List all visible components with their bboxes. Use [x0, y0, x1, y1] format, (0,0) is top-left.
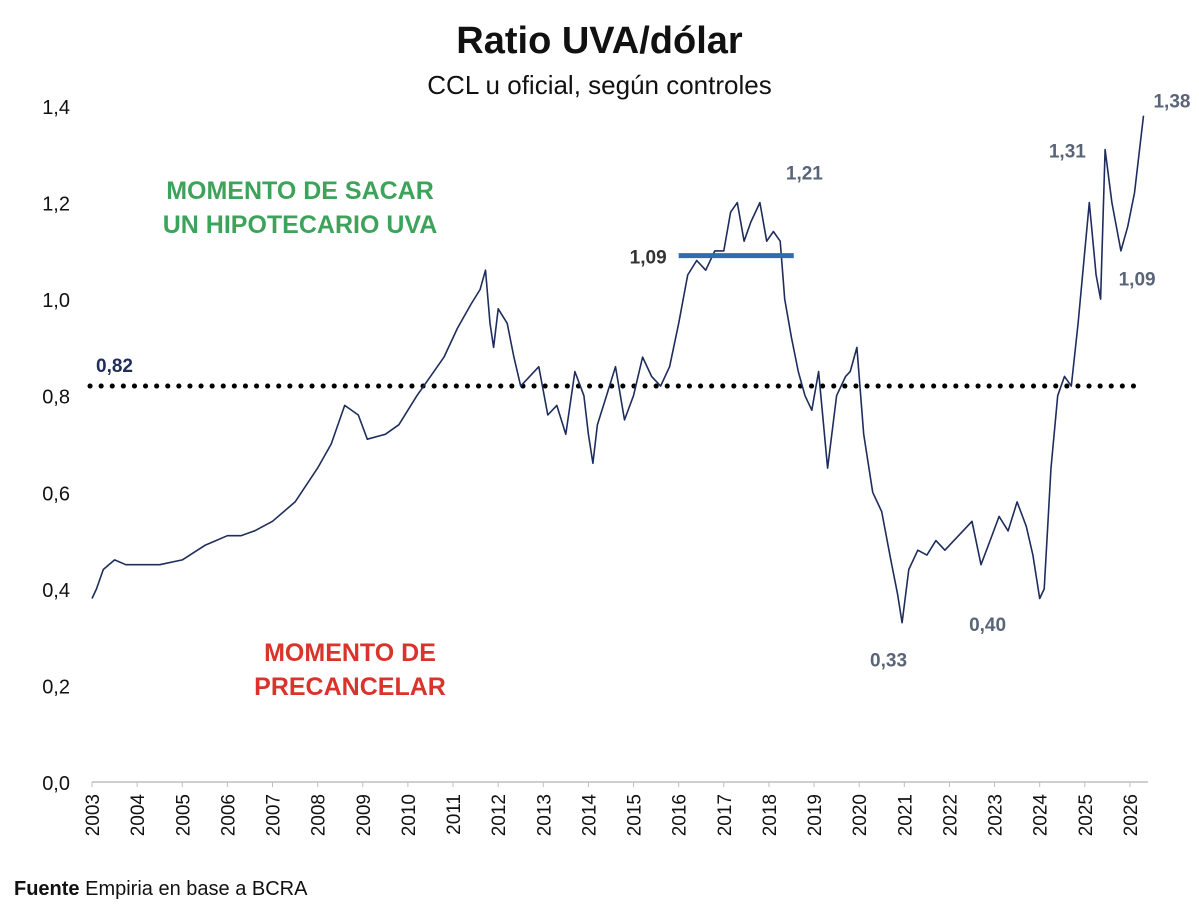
x-tick-label: 2003: [83, 794, 104, 836]
x-tick-label: 2012: [489, 794, 510, 836]
y-tick-label: 0,0: [42, 773, 70, 795]
x-tick-label: 2023: [986, 794, 1007, 836]
prepay-zone-annotation: MOMENTO DE PRECANCELAR: [200, 636, 500, 704]
prepay-zone-line-2: PRECANCELAR: [254, 673, 446, 701]
buy-zone-line-2: UN HIPOTECARIO UVA: [162, 211, 438, 239]
x-tick-label: 2025: [1076, 794, 1097, 836]
x-tick-label: 2022: [940, 794, 961, 836]
y-tick-label: 0,8: [42, 387, 70, 409]
buy-zone-line-1: MOMENTO DE SACAR: [166, 177, 434, 205]
x-tick-label: 2009: [354, 794, 375, 836]
source-text: Empiria en base a BCRA: [79, 878, 308, 900]
x-tick-label: 2014: [579, 794, 600, 837]
point-label: 1,09: [630, 248, 667, 269]
chart-title: Ratio UVA/dólar: [456, 20, 743, 62]
x-tick-label: 2004: [128, 794, 149, 837]
x-tick-label: 2015: [625, 794, 646, 836]
x-tick-label: 2013: [534, 794, 555, 836]
y-tick-label: 1,4: [42, 97, 70, 119]
point-label: 0,33: [870, 651, 907, 672]
x-tick-label: 2026: [1121, 794, 1142, 836]
series-line: [91, 115, 1145, 624]
prepay-zone-line-1: MOMENTO DE: [264, 639, 436, 667]
y-tick-label: 0,6: [42, 483, 70, 505]
y-tick-label: 0,4: [42, 580, 70, 602]
x-tick-label: 2011: [444, 794, 465, 835]
y-tick-label: 1,0: [42, 290, 70, 312]
x-tick-label: 2006: [218, 794, 239, 836]
y-tick-label: 1,2: [42, 194, 70, 216]
y-axis: 0,0 0,2 0,4 0,6 0,8 1,0 1,2 1,4: [42, 97, 70, 795]
x-tick-label: 2021: [895, 794, 916, 836]
point-label: 1,38: [1153, 92, 1190, 113]
x-tick-label: 2008: [309, 794, 330, 836]
point-label: 1,21: [786, 164, 823, 185]
source-label: Fuente: [14, 878, 80, 900]
label-layer: 1,09 1,21 0,33 0,40 1,31 1,09 1,38: [630, 92, 1191, 672]
buy-zone-annotation: MOMENTO DE SACAR UN HIPOTECARIO UVA: [120, 174, 480, 242]
y-tick-label: 0,2: [42, 676, 70, 698]
chart-subtitle: CCL u oficial, según controles: [427, 70, 772, 100]
reference-layer: 0,82: [87, 356, 1145, 389]
x-tick-label: 2019: [805, 794, 826, 836]
x-tick-label: 2020: [850, 794, 871, 836]
x-axis: 2003 2004 2005 2006 2007 2008 2009 2010 2011 2012…: [83, 781, 1148, 837]
x-tick-label: 2007: [264, 794, 285, 836]
reference-line-label: 0,82: [96, 356, 133, 377]
point-label: 1,31: [1049, 141, 1086, 162]
x-tick-label: 2010: [399, 794, 420, 836]
x-tick-label: 2017: [715, 794, 736, 836]
line-layer: [91, 115, 1145, 624]
x-tick-label: 2005: [173, 794, 194, 836]
x-tick-label: 2018: [760, 794, 781, 836]
x-tick-label: 2024: [1031, 794, 1052, 837]
x-tick-label: 2016: [670, 794, 691, 836]
point-label: 0,40: [969, 615, 1006, 636]
point-label: 1,09: [1119, 270, 1156, 291]
source-note: Fuente Empiria en base a BCRA: [14, 878, 307, 901]
